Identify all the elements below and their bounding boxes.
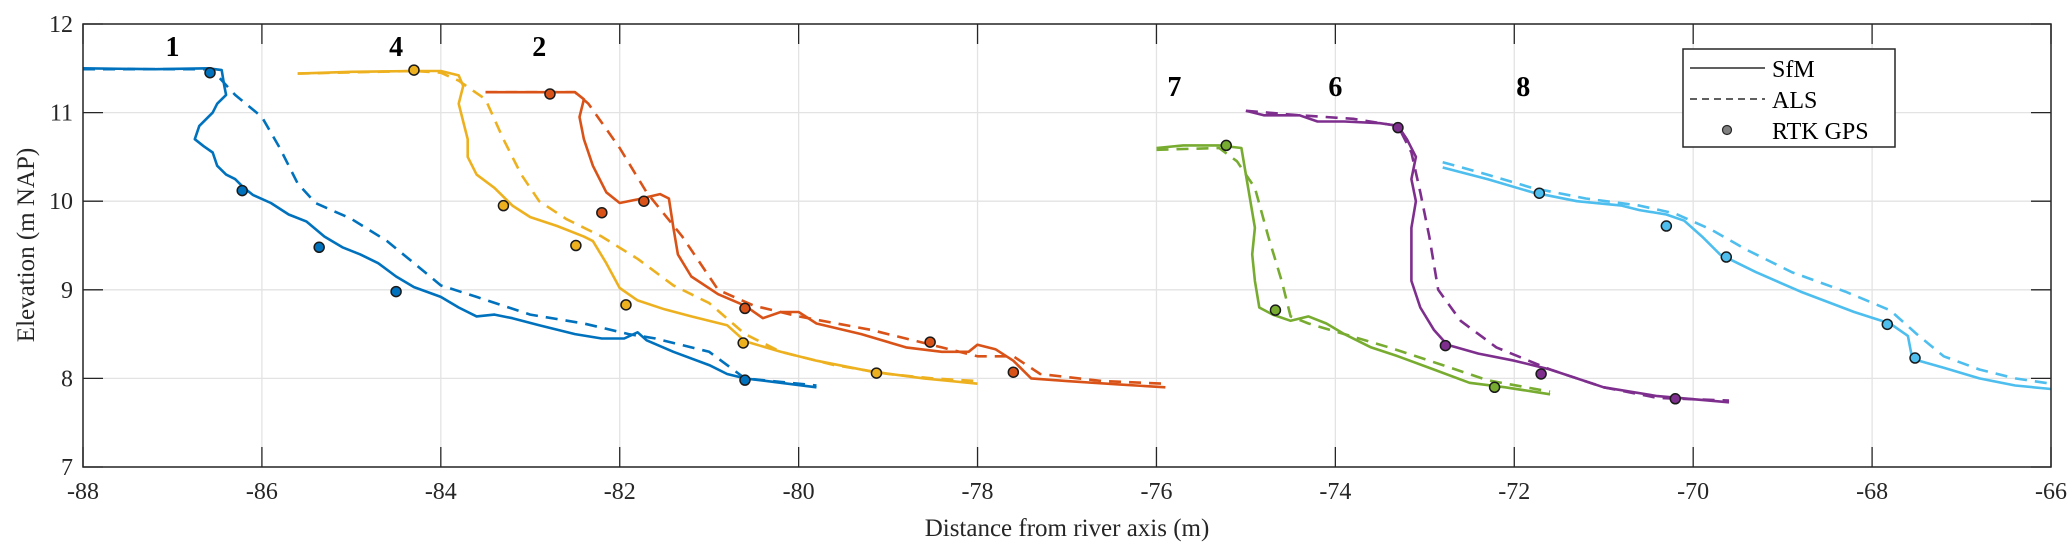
y-tick-label: 10 [49,189,73,215]
x-axis-label: Distance from river axis (m) [925,515,1210,542]
profile-2-rtk-point [544,88,556,100]
x-tick-label: -72 [1498,479,1530,505]
profile-8-sfm-line [1442,166,2052,391]
profile-4-rtk-point [497,199,510,212]
profile-label-8: 8 [1516,72,1530,103]
profile-1 [82,66,817,389]
profile-7-als-line [1156,146,1551,393]
profile-4-rtk-point [737,337,749,349]
profile-2-rtk-point [739,302,751,315]
x-tick-label: -76 [1140,479,1172,505]
profile-6-rtk-point [1439,339,1452,352]
y-tick-label: 11 [50,101,73,127]
profile-1-rtk-point [739,374,751,386]
profile-1-rtk-point [204,66,216,79]
profile-6-sfm-line [1245,109,1730,404]
x-tick-label: -84 [425,479,457,505]
legend-box [1682,48,1896,148]
profile-2-rtk-point [1007,366,1020,378]
profile-8-rtk-point [1660,220,1673,232]
profiles [82,64,2052,405]
y-axis-label: Elevation (m NAP) [13,148,40,342]
profile-8 [1442,160,2052,391]
profile-7-rtk-point [1269,304,1282,316]
y-tick-labels: 7 8 9 10 11 12 [49,12,73,481]
legend-rtk-marker [1721,124,1733,136]
profile-1-als-line [83,67,817,387]
x-tick-label: -86 [246,479,278,505]
profile-8-rtk-point [1720,251,1733,263]
profile-6-rtk-point [1535,368,1547,380]
x-tick-labels: -88 -86 -84 -82 -80 -78 -76 -74 -72 -70 -68 -66 [67,479,2067,505]
legend-als-label: ALS [1772,88,1817,114]
x-tick-label: -70 [1677,479,1709,505]
profile-4-rtk-point [620,299,632,311]
x-tick-label: -88 [67,479,99,505]
profile-8-rtk-point [1881,318,1894,331]
profile-6 [1245,109,1730,405]
profile-2 [485,88,1166,389]
profile-label-6: 6 [1328,72,1342,103]
profile-8-als-line [1442,160,2052,385]
axes-box [82,23,2052,468]
profile-4-rtk-point [870,367,883,379]
profile-labels: 1 4 2 7 6 8 [165,32,1530,103]
profile-4-sfm-line [297,69,978,385]
profile-4-als-line [297,69,978,383]
profile-8-rtk-point [1909,352,1921,364]
x-tick-label: -66 [2035,479,2067,505]
x-tick-label: -80 [783,479,815,505]
profile-6-rtk-point [1392,121,1404,134]
y-tick-label: 9 [61,278,73,304]
profile-label-1: 1 [165,32,179,63]
profile-7 [1156,139,1551,396]
profile-2-rtk-point [596,206,608,219]
profile-1-rtk-point [390,285,402,298]
profile-1-sfm-line [82,67,817,389]
profile-7-rtk-point [1488,381,1501,394]
y-tick-label: 12 [49,12,73,38]
profile-label-7: 7 [1167,72,1181,103]
profile-label-4: 4 [389,32,403,63]
profile-7-rtk-point [1220,139,1232,152]
profile-1-rtk-point [236,184,248,197]
profile-4 [297,64,978,385]
profile-8-rtk-point [1533,187,1546,199]
axes [82,23,2052,468]
legend: SfM ALS RTK GPS [1682,48,1896,148]
x-tick-label: -74 [1319,479,1351,505]
y-tick-label: 7 [61,455,73,481]
profile-2-rtk-point [638,195,650,207]
profile-label-2: 2 [532,32,546,63]
profile-6-rtk-point [1669,393,1682,405]
x-tick-label: -68 [1856,479,1888,505]
x-tick-label: -78 [962,479,994,505]
x-tick-label: -82 [604,479,636,505]
profile-4-rtk-point [570,239,582,252]
legend-rtk-label: RTK GPS [1772,119,1869,145]
profile-1-rtk-point [313,241,325,254]
legend-sfm-label: SfM [1772,57,1815,83]
y-tick-label: 8 [61,366,73,392]
profile-2-rtk-point [924,336,936,348]
profile-4-rtk-point [408,64,420,76]
